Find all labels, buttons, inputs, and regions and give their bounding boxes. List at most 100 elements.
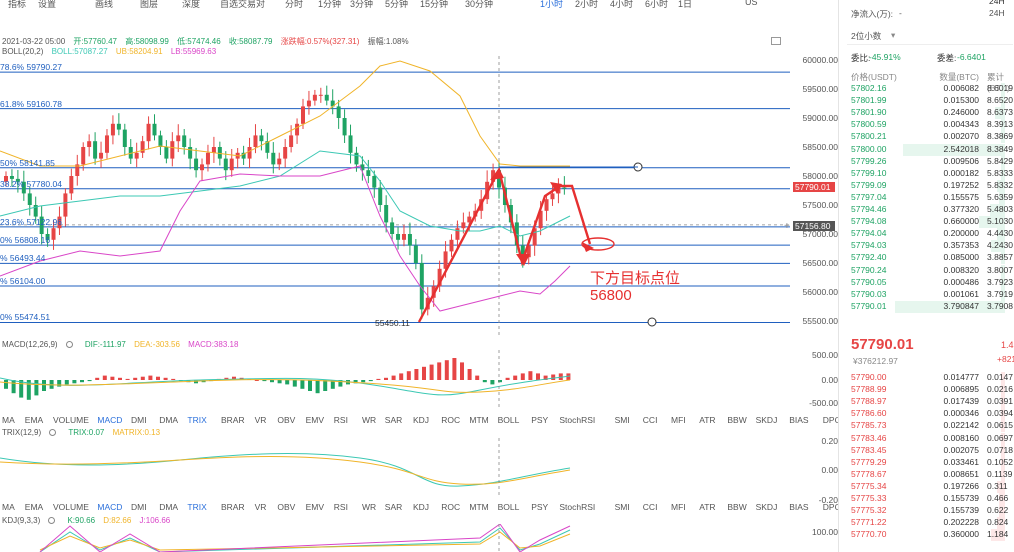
indicator-tab[interactable]: BIAS [789, 415, 809, 425]
depth-select[interactable]: 2位小数 ▾ [839, 30, 1014, 42]
ask-row[interactable]: 57790.05 0.000486 3.7923 [839, 276, 1014, 289]
ask-row[interactable]: 57801.90 0.246000 8.6373 [839, 107, 1014, 120]
indicator-tab[interactable]: VOLUME [53, 415, 89, 425]
kdj-chart[interactable] [0, 524, 838, 552]
ask-row[interactable]: 57800.00 2.542018 8.3849 [839, 143, 1014, 156]
indicator-tab[interactable]: DPO [822, 415, 842, 425]
indicator-tab[interactable]: SMI [614, 502, 630, 512]
toolbar-item[interactable]: 15分钟 [420, 0, 449, 9]
indicator-tab[interactable]: MACD [97, 502, 123, 512]
toolbar-item[interactable]: 深度 [182, 0, 201, 9]
indicator-tab[interactable]: ROC [441, 415, 461, 425]
indicator-tab[interactable]: EMA [24, 502, 44, 512]
bid-row[interactable]: 57770.70 0.360000 1.184 [839, 529, 1014, 542]
bid-row[interactable]: 57783.45 0.002075 0.0718 [839, 444, 1014, 457]
ask-row[interactable]: 57790.24 0.008320 3.8007 [839, 264, 1014, 277]
indicator-tab[interactable]: VR [254, 415, 267, 425]
gear-icon[interactable] [65, 341, 73, 349]
bid-row[interactable]: 57788.97 0.017439 0.0391 [839, 396, 1014, 409]
indicator-tab[interactable]: BOLL [497, 415, 520, 425]
indicator-tab[interactable]: RSI [333, 415, 348, 425]
bid-row[interactable]: 57779.29 0.033461 0.1052 [839, 456, 1014, 469]
toolbar-item[interactable]: 2小时 [575, 0, 599, 9]
indicator-tab[interactable]: WR [362, 415, 377, 425]
indicator-tab[interactable]: BRAR [221, 415, 245, 425]
fullscreen-icon[interactable] [771, 37, 781, 45]
ask-row[interactable]: 57794.04 0.200000 4.4430 [839, 228, 1014, 241]
indicator-tab[interactable]: KDJ [413, 415, 430, 425]
indicator-tab[interactable]: MTM [469, 502, 489, 512]
ask-row[interactable]: 57800.59 0.004343 8.3913 [839, 119, 1014, 132]
bid-row[interactable]: 57785.73 0.022142 0.0615 [839, 420, 1014, 433]
ask-row[interactable]: 57802.16 0.006082 8.6019 [839, 83, 1014, 95]
gear-icon[interactable] [49, 429, 57, 437]
toolbar-item[interactable]: 6小时 [645, 0, 669, 9]
ask-row[interactable]: 57794.08 0.660000 5.1030 [839, 216, 1014, 229]
bid-row[interactable]: 57790.00 0.014777 0.0147 [839, 372, 1014, 384]
indicator-tab[interactable]: SAR [384, 502, 403, 512]
indicator-tab[interactable]: SAR [384, 415, 403, 425]
ask-row[interactable]: 57800.21 0.002070 8.3869 [839, 131, 1014, 144]
ask-row[interactable]: 57797.04 0.155575 5.6359 [839, 191, 1014, 204]
indicator-tab[interactable]: RSI [333, 502, 348, 512]
bid-row[interactable]: 57771.22 0.202228 0.824 [839, 517, 1014, 530]
indicator-tab[interactable]: OBV [277, 502, 296, 512]
toolbar-item[interactable]: 1日 [678, 0, 693, 9]
indicator-tab[interactable]: BOLL [497, 502, 520, 512]
trix-chart[interactable] [0, 438, 838, 496]
toolbar-locale[interactable]: US [745, 0, 758, 7]
indicator-tab[interactable]: BBW [727, 415, 747, 425]
add-icon[interactable]: + [784, 221, 790, 232]
indicator-tab[interactable]: EMV [305, 502, 325, 512]
toolbar-item[interactable]: 画线 [95, 0, 114, 9]
indicator-tab[interactable]: ROC [441, 502, 461, 512]
bid-row[interactable]: 57783.46 0.008160 0.0697 [839, 432, 1014, 445]
indicator-tab[interactable]: SKDJ [755, 502, 778, 512]
toolbar-item[interactable]: 分时 [285, 0, 304, 9]
indicator-tab[interactable]: PSY [531, 415, 549, 425]
ask-row[interactable]: 57799.26 0.009506 5.8429 [839, 155, 1014, 168]
indicator-tab[interactable]: TRIX [187, 502, 207, 512]
toolbar-item[interactable]: 1小时 [540, 0, 564, 9]
bid-row[interactable]: 57778.67 0.008651 0.1139 [839, 468, 1014, 481]
ask-row[interactable]: 57799.09 0.197252 5.8332 [839, 179, 1014, 192]
indicator-tab[interactable]: ATR [699, 502, 716, 512]
indicator-tab[interactable]: VR [254, 502, 267, 512]
indicator-tab[interactable]: EMV [305, 415, 325, 425]
indicator-tab[interactable]: MA [2, 415, 15, 425]
bid-row[interactable]: 57775.34 0.197266 0.311 [839, 480, 1014, 493]
indicator-tab[interactable]: StochRSI [559, 415, 596, 425]
indicator-tab[interactable]: OBV [277, 415, 296, 425]
indicator-tab[interactable]: TRIX [187, 415, 207, 425]
ask-row[interactable]: 57790.03 0.001061 3.7919 [839, 288, 1014, 301]
ask-row[interactable]: 57794.03 0.357353 4.2430 [839, 240, 1014, 253]
toolbar-item[interactable]: 30分钟 [465, 0, 494, 9]
indicator-tab[interactable]: DMA [159, 502, 179, 512]
ask-row[interactable]: 57790.01 3.790847 3.7908 [839, 300, 1014, 313]
indicator-tab[interactable]: BRAR [221, 502, 245, 512]
indicator-tab[interactable]: MFI [671, 415, 686, 425]
indicator-tab[interactable]: CCI [642, 415, 658, 425]
trix-title[interactable]: TRIX(12,9) [2, 428, 42, 437]
toolbar-item[interactable]: 设置 [38, 0, 57, 9]
toolbar-item[interactable]: 自选交易对 [220, 0, 266, 9]
candlestick-chart[interactable] [0, 56, 838, 336]
indicator-tab[interactable]: PSY [531, 502, 549, 512]
indicator-tab[interactable]: MA [2, 502, 15, 512]
indicator-tab[interactable]: DMI [131, 415, 147, 425]
indicator-tab[interactable]: BIAS [789, 502, 809, 512]
bid-row[interactable]: 57775.33 0.155739 0.466 [839, 493, 1014, 505]
bid-row[interactable]: 57775.32 0.155739 0.622 [839, 505, 1014, 518]
indicator-tab[interactable]: DPO [822, 502, 842, 512]
toolbar-item[interactable]: 4小时 [610, 0, 634, 9]
indicator-tab[interactable]: KDJ [413, 502, 430, 512]
indicator-tab[interactable]: WR [362, 502, 377, 512]
macd-chart[interactable] [0, 350, 838, 410]
indicator-tab[interactable]: EMA [24, 415, 44, 425]
bid-row[interactable]: 57788.99 0.006895 0.0216 [839, 384, 1014, 397]
indicator-tab[interactable]: DMA [159, 415, 179, 425]
indicator-tab[interactable]: StochRSI [559, 502, 596, 512]
toolbar-item[interactable]: 3分钟 [350, 0, 374, 9]
toolbar-item[interactable]: 指标 [8, 0, 27, 9]
indicator-tab[interactable]: MTM [469, 415, 489, 425]
